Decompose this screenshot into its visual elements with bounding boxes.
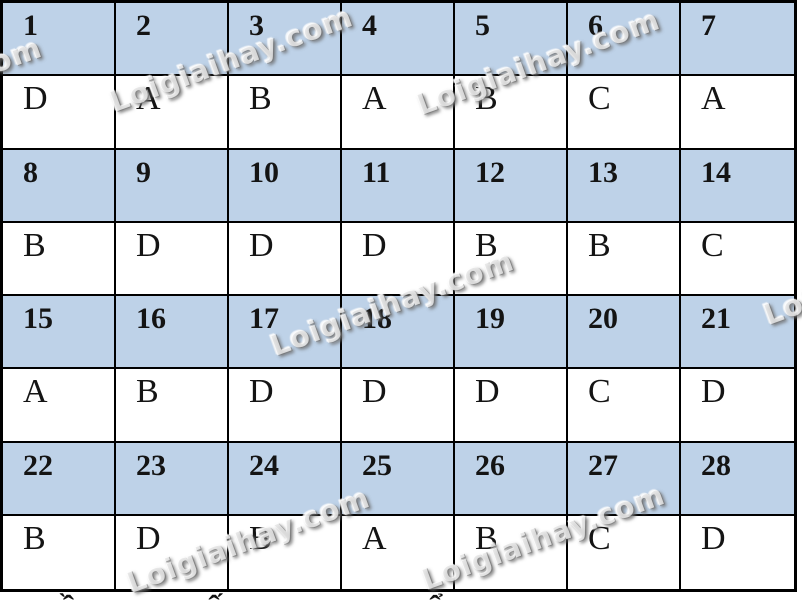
- answer-cell: D: [229, 222, 342, 296]
- answer-cell: D: [342, 222, 455, 296]
- question-number-cell: 7: [681, 3, 794, 77]
- question-number-cell: 3: [229, 3, 342, 77]
- question-number-cell: 26: [455, 442, 568, 516]
- question-number-cell: 1: [3, 3, 116, 77]
- question-number-cell: 13: [568, 149, 681, 223]
- answer-cell: C: [681, 223, 794, 296]
- answer-cell: A: [342, 515, 455, 589]
- question-number-cell: 24: [229, 442, 342, 516]
- answer-key-table: 1 2 3 4 5 6 7 D A B A B C A 8 9 10 11 12…: [0, 0, 797, 592]
- answer-cell: C: [568, 76, 681, 150]
- cutoff-text-fragment: ể: [427, 592, 442, 602]
- question-number-cell: 9: [116, 149, 229, 223]
- answer-cell: D: [342, 369, 455, 443]
- answer-cell: B: [229, 76, 342, 150]
- answer-cell: D: [229, 369, 342, 443]
- answer-cell: C: [568, 515, 681, 589]
- question-number-cell: 16: [116, 296, 229, 370]
- answer-cell: A: [681, 76, 794, 150]
- question-number-cell: 28: [681, 442, 794, 516]
- answer-cell: B: [455, 76, 568, 150]
- question-number-cell: 20: [568, 296, 681, 370]
- question-number-cell: 21: [681, 296, 794, 370]
- answer-cell: D: [116, 222, 229, 296]
- answer-cell: B: [116, 369, 229, 443]
- cutoff-text-line: ầ ế ể: [0, 592, 802, 602]
- question-number-cell: 5: [455, 3, 568, 77]
- answer-cell: A: [116, 76, 229, 150]
- answer-cell: A: [342, 76, 455, 150]
- answer-cell: D: [3, 76, 116, 150]
- answer-cell: D: [681, 369, 794, 443]
- question-number-cell: 12: [455, 149, 568, 223]
- answer-cell: A: [3, 369, 116, 443]
- question-number-cell: 11: [342, 149, 455, 223]
- question-number-cell: 10: [229, 149, 342, 223]
- answer-cell: D: [455, 369, 568, 443]
- answer-cell: B: [3, 222, 116, 296]
- question-number-cell: 4: [342, 3, 455, 77]
- answer-cell: B: [455, 515, 568, 589]
- question-number-cell: 18: [342, 296, 455, 370]
- answer-cell: B: [229, 515, 342, 589]
- question-number-cell: 15: [3, 296, 116, 370]
- question-number-cell: 6: [568, 3, 681, 77]
- answer-cell: C: [568, 369, 681, 443]
- answer-cell: B: [3, 515, 116, 589]
- cutoff-text-fragment: ế: [206, 592, 221, 602]
- question-number-cell: 25: [342, 442, 455, 516]
- answer-cell: B: [455, 222, 568, 296]
- question-number-cell: 19: [455, 296, 568, 370]
- question-number-cell: 22: [3, 442, 116, 516]
- question-number-cell: 17: [229, 296, 342, 370]
- question-number-cell: 2: [116, 3, 229, 77]
- question-number-cell: 27: [568, 442, 681, 516]
- answer-cell: D: [116, 515, 229, 589]
- answer-cell: D: [701, 519, 726, 557]
- cutoff-text-fragment: ầ: [60, 592, 77, 602]
- question-number-cell: 8: [3, 149, 116, 223]
- answer-cell: B: [568, 222, 681, 296]
- question-number-cell: 14: [681, 149, 794, 223]
- question-number-cell: 23: [116, 442, 229, 516]
